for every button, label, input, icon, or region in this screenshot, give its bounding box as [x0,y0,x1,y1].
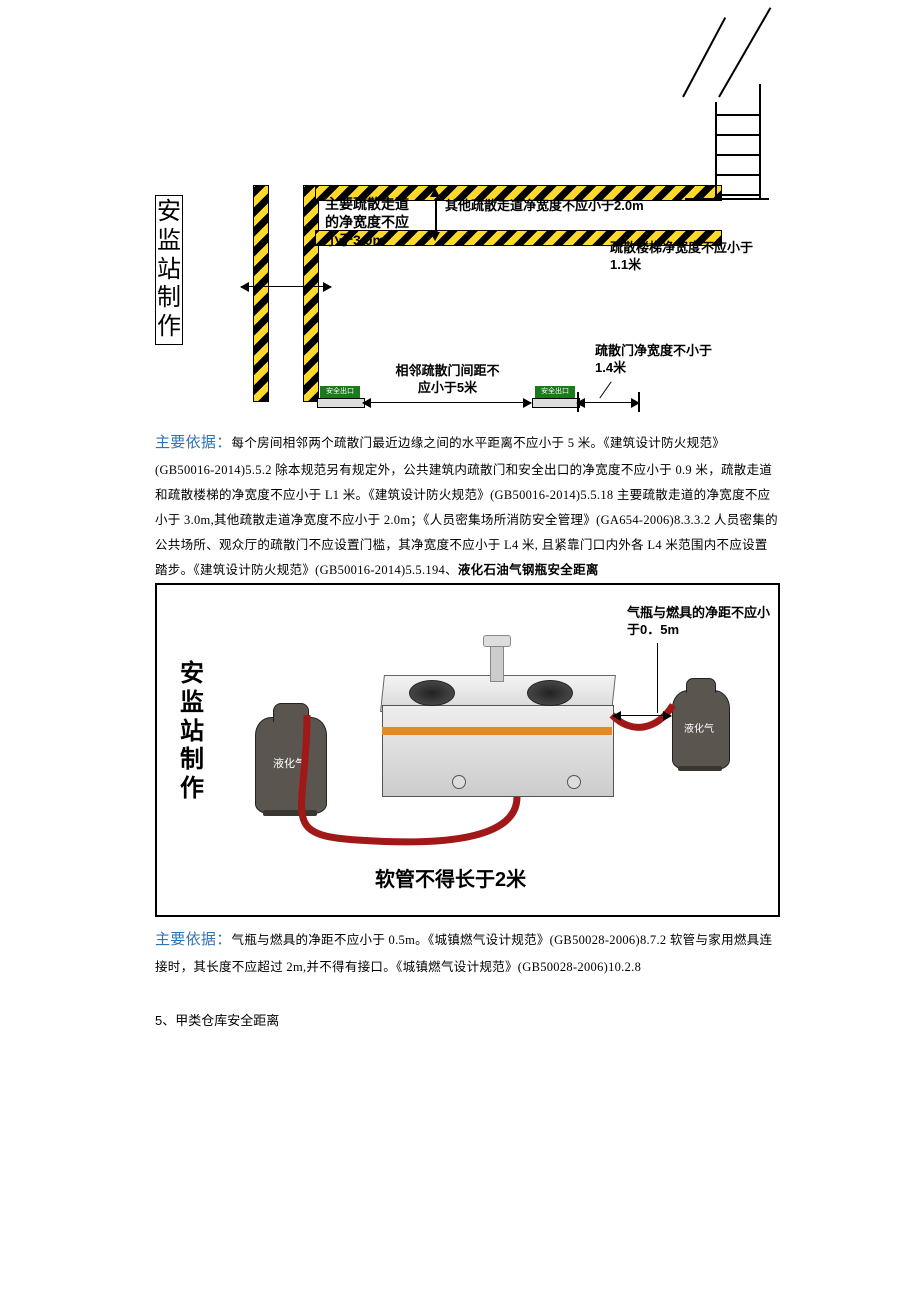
author-label-1: 安监站制作 [155,195,183,345]
basis-label-2: 主要依据： [155,932,232,948]
section4-title: 液化石油气钢瓶安全距离 [458,563,599,577]
basis-body-2: 气瓶与燃具的净距不应小于 0.5m。《城镇燃气设计规范》(GB50028-200… [155,933,772,974]
label-hose: 软管不得长于2米 [375,863,526,892]
label-clearance: 气瓶与燃具的净距不应小于0．5m [627,605,777,639]
basis-label-1: 主要依据： [155,435,232,451]
section4-lead: 4、 [439,563,458,577]
diagram-evacuation: 安监站制作 主要疏散走道的净宽度不应小于3.0m 其他疏散走道净宽度不应小于2.… [155,90,780,420]
label-other-corridor: 其他疏散走道净宽度不应小于2.0m [445,198,645,215]
label-door-width: 疏散门净宽度不小于1.4米 [595,343,715,377]
heading-section-5: 5、甲类仓库安全距离 [155,1010,780,1029]
para-basis-1: 主要依据：每个房间相邻两个疏散门最近边缘之间的水平距离不应小于 5 米。《建筑设… [155,428,780,583]
para-basis-2: 主要依据：气瓶与燃具的净距不应小于 0.5m。《城镇燃气设计规范》(GB5002… [155,925,780,980]
exit-sign-2: 安全出口 [535,386,575,398]
label-stair: 疏散楼梯净宽度不应小于1.1米 [610,240,760,274]
document-page: 安监站制作 主要疏散走道的净宽度不应小于3.0m 其他疏散走道净宽度不应小于2.… [0,0,920,1129]
diagram-lpg: 安监站制作 液化气 液化气 [155,583,780,917]
label-main-corridor: 主要疏散走道的净宽度不应小于3.0m [325,195,410,250]
label-door-spacing: 相邻疏散门间距不应小于5米 [390,363,505,397]
exit-sign-1: 安全出口 [320,386,360,398]
basis-body-1: 每个房间相邻两个疏散门最近边缘之间的水平距离不应小于 5 米。《建筑设计防火规范… [155,436,778,577]
